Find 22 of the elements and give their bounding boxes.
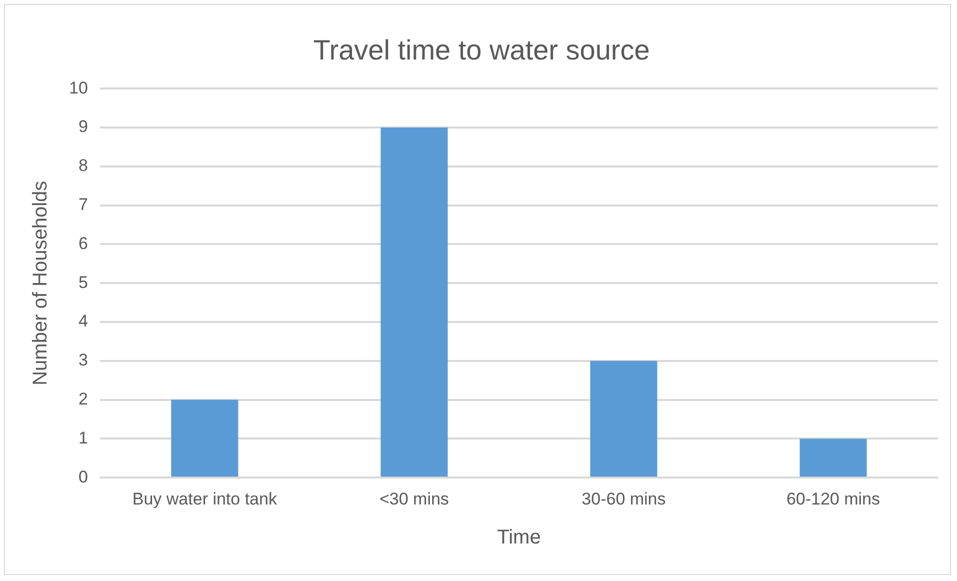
bar bbox=[590, 360, 658, 477]
y-tick-label: 2 bbox=[78, 389, 88, 408]
x-tick-label: 60-120 mins bbox=[786, 489, 880, 508]
y-axis-title: Number of Households bbox=[30, 180, 52, 386]
x-tick-label: Buy water into tank bbox=[132, 489, 278, 508]
y-tick-label: 8 bbox=[78, 156, 88, 176]
y-tick-label: 4 bbox=[78, 312, 88, 331]
x-tick-label: 30-60 mins bbox=[582, 489, 666, 508]
bar bbox=[171, 400, 238, 477]
y-tick-label: 6 bbox=[78, 234, 88, 253]
y-tick-label: 1 bbox=[78, 428, 88, 448]
x-axis-title: Time bbox=[497, 526, 541, 549]
y-tick-label: 5 bbox=[78, 272, 88, 292]
y-tick-label: 9 bbox=[78, 117, 88, 136]
y-tick-label: 3 bbox=[78, 350, 88, 370]
chart-title: Travel time to water source bbox=[313, 34, 650, 66]
y-tick-label: 10 bbox=[68, 78, 88, 98]
x-tick-label: <30 mins bbox=[379, 489, 449, 508]
bar bbox=[380, 128, 448, 477]
y-tick-label: 0 bbox=[78, 467, 88, 486]
y-tick-label: 7 bbox=[78, 194, 88, 214]
bar bbox=[800, 438, 867, 477]
